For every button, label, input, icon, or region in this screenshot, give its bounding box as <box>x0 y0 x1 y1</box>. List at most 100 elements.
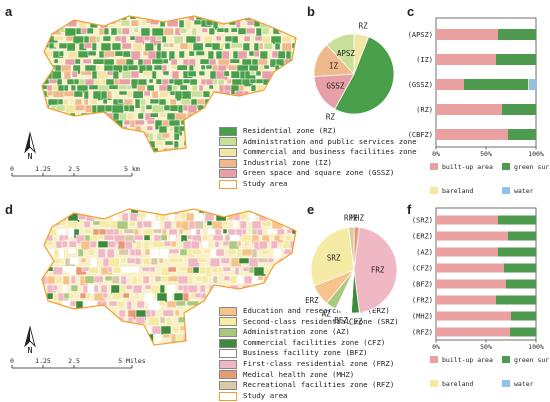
panel-label-e: e <box>307 202 315 217</box>
land-parcel <box>122 292 130 299</box>
land-parcel <box>110 147 119 152</box>
land-parcel <box>214 104 223 113</box>
land-parcel <box>212 234 224 241</box>
land-parcel <box>297 105 305 115</box>
land-parcel <box>108 257 120 268</box>
land-parcel <box>271 292 283 301</box>
land-parcel <box>286 228 293 234</box>
land-parcel <box>132 325 143 332</box>
land-parcel <box>42 70 50 78</box>
land-parcel <box>132 342 140 345</box>
land-parcel <box>263 64 270 70</box>
land-parcel <box>158 300 166 306</box>
land-parcel <box>227 104 236 112</box>
land-parcel <box>232 16 244 19</box>
land-parcel <box>93 275 104 283</box>
bar-segment <box>436 79 464 90</box>
legend-swatch <box>219 380 237 390</box>
land-parcel <box>108 84 119 90</box>
land-parcel <box>277 300 286 306</box>
land-parcel <box>88 266 99 274</box>
land-parcel <box>190 342 200 345</box>
legend-label: First-class residential zone (FRZ) <box>243 358 395 368</box>
land-parcel <box>251 220 263 230</box>
bar-segment <box>436 311 511 321</box>
land-parcel <box>255 98 266 104</box>
land-parcel <box>93 209 103 212</box>
land-parcel <box>132 284 143 294</box>
land-parcel <box>288 266 296 273</box>
land-parcel <box>232 104 244 114</box>
land-parcel <box>113 125 121 133</box>
land-parcel <box>83 147 96 152</box>
land-parcel <box>59 209 71 214</box>
land-parcel <box>298 20 304 27</box>
land-parcel <box>279 234 285 241</box>
land-parcel <box>173 132 180 141</box>
land-parcel <box>220 292 226 299</box>
land-parcel <box>227 112 240 122</box>
land-parcel <box>205 266 212 278</box>
land-parcel <box>87 209 99 214</box>
land-parcel <box>209 132 220 142</box>
legend-label: Study area <box>243 178 288 188</box>
land-parcel <box>167 266 177 273</box>
land-parcel <box>289 64 296 75</box>
land-parcel <box>127 64 139 71</box>
legend-swatch <box>430 356 438 363</box>
land-parcel <box>173 35 184 45</box>
land-parcel <box>258 104 269 111</box>
land-parcel <box>52 90 66 98</box>
land-parcel <box>197 112 209 121</box>
land-parcel <box>242 42 251 51</box>
land-parcel <box>70 84 77 91</box>
legend-swatch <box>219 370 237 380</box>
land-parcel <box>102 98 108 105</box>
land-parcel <box>205 78 214 86</box>
land-parcel <box>197 257 208 263</box>
land-parcel <box>168 16 176 20</box>
legend-item: Second-class residential zone (SRZ) <box>219 317 399 328</box>
land-parcel <box>75 342 86 345</box>
legend-swatch <box>430 187 438 194</box>
legend-swatch <box>219 391 237 401</box>
land-parcel <box>199 155 209 163</box>
land-parcel <box>73 147 82 152</box>
land-parcel <box>93 316 100 322</box>
land-parcel <box>70 284 79 292</box>
legend-item: Commercial and business facilities zone <box>219 147 417 158</box>
legend-label: bareland <box>442 187 473 195</box>
legend-label: Green space and square zone (GSSZ) <box>243 168 395 178</box>
x-tick-label: 0% <box>432 343 440 351</box>
land-parcel <box>188 50 195 57</box>
legend-label: water <box>514 187 534 195</box>
land-parcel <box>260 220 272 227</box>
land-parcel <box>98 309 109 316</box>
scale-tick-label: 0 <box>10 165 14 173</box>
land-parcel <box>95 64 101 71</box>
land-parcel <box>97 248 106 258</box>
land-parcel <box>192 333 198 342</box>
land-parcel <box>270 104 283 114</box>
land-parcel <box>114 325 126 331</box>
land-parcel <box>178 50 185 59</box>
category-label: (SRZ) <box>412 217 433 225</box>
north-arrow-icon: N <box>24 325 36 355</box>
land-parcel <box>51 125 61 132</box>
land-parcel <box>264 209 273 212</box>
land-parcel <box>261 90 270 100</box>
category-label: (BFZ) <box>412 281 433 289</box>
land-parcel <box>291 228 296 235</box>
land-parcel <box>215 248 225 257</box>
land-parcel <box>126 300 132 311</box>
land-parcel <box>202 119 208 130</box>
land-parcel <box>210 209 221 215</box>
land-parcel <box>276 84 288 93</box>
land-parcel <box>72 35 85 45</box>
pie-label: APSZ <box>337 49 356 58</box>
land-parcel <box>42 140 49 146</box>
land-parcel <box>87 316 97 324</box>
land-parcel <box>288 275 296 282</box>
land-parcel <box>270 112 283 123</box>
bar-segment <box>508 231 536 241</box>
